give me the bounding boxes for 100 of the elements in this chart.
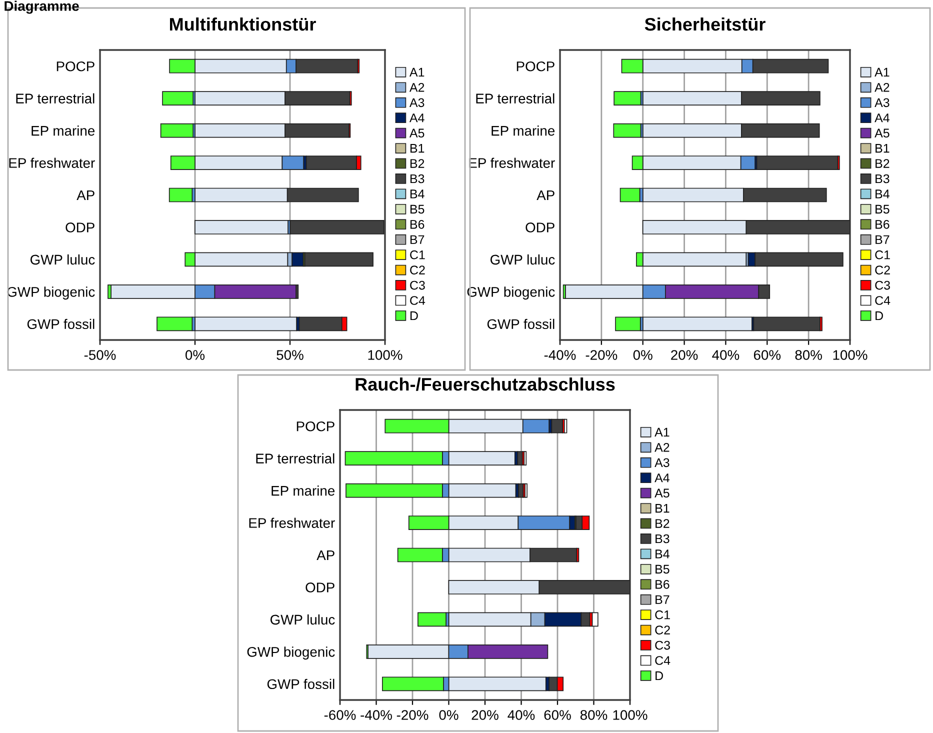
legend-label: C4 [410,296,426,305]
x-tick-label: 80% [580,710,608,720]
legend-label: B6 [656,580,670,589]
bar [517,451,523,466]
legend-label: B6 [410,220,424,229]
bar [448,676,546,692]
bar [168,188,193,202]
y-tick-label: GWP biogenic [467,286,555,300]
x-tick-label: -40% [360,710,392,720]
chart-title: Rauch-/Feuerschutzabschluss [356,377,615,391]
x-tick-label: 50% [276,350,304,360]
legend-label: A1 [654,428,670,437]
x-tick-label: 100% [833,350,868,360]
legend-label: A5 [409,128,424,138]
x-tick-label: 20% [671,350,698,360]
legend-label: D [656,671,663,680]
legend-label: B7 [410,235,424,244]
bar [194,316,298,332]
legend-label: B5 [876,204,890,214]
legend-label: C4 [875,296,890,305]
bar [160,123,194,138]
y-tick-label: GWP fossil [267,678,334,690]
x-tick-label: 100% [368,350,402,360]
legend-label: C4 [655,656,670,665]
legend-label: C1 [875,250,890,260]
y-tick-label: GWP fossil [487,318,554,330]
y-tick-label: GWP luluc [30,254,95,265]
legend-label: C2 [875,266,890,274]
bar [613,123,642,138]
legend-label: B5 [410,204,424,214]
y-tick-label: EP marine [32,126,95,136]
legend-label: A3 [654,458,670,468]
bar [592,612,598,627]
legend-label: A5 [874,128,890,138]
legend-label: B2 [656,519,670,528]
legend-label: A1 [409,68,424,77]
legend-label: A4 [409,114,424,122]
bar [753,316,820,332]
legend-label: C3 [655,640,670,650]
x-tick-label: 60% [544,710,571,720]
y-tick-label: GWP biogenic [7,286,95,300]
x-tick-label: -60% [324,710,356,720]
bar [642,316,752,332]
y-tick-label: ODP [66,222,94,232]
bar [551,418,563,434]
x-tick-label: 40% [508,710,535,720]
legend-label: B6 [876,220,890,229]
bar [564,418,568,434]
x-tick-label: -50% [84,350,116,360]
y-tick-label: POCP [296,421,334,432]
y-tick-label: GWP fossil [27,318,94,330]
legend-label: B4 [410,190,424,198]
chart-title: Multifunktionstür [170,17,316,31]
x-tick-label: 0% [439,710,458,720]
legend-label: C3 [410,280,425,290]
legend-label: B3 [876,174,890,184]
legend-label: A1 [874,68,890,77]
legend-label: A2 [874,83,890,92]
y-tick-label: EP terrestrial [16,93,94,104]
legend-label: B7 [656,595,670,604]
legend-label: C2 [410,266,425,274]
x-tick-label: -20% [396,710,428,720]
legend-label: C2 [655,626,670,634]
x-tick-label: 100% [613,710,648,720]
legend-label: B5 [656,564,670,574]
x-tick-label: 0% [633,350,652,360]
legend-label: B4 [876,190,890,198]
y-tick-label: POCP [56,61,94,72]
bar [156,316,193,332]
chart-title: Sicherheitstür [644,17,766,31]
bar [756,156,838,170]
legend-label: A4 [874,114,890,122]
legend-label: B4 [656,550,670,558]
x-tick-label: 80% [795,350,822,360]
legend-label: D [876,311,883,320]
y-tick-label: EP freshwater [249,518,335,528]
y-tick-label: EP terrestrial [256,453,334,464]
x-tick-label: 60% [754,350,781,360]
legend-label: A2 [654,443,670,452]
legend-label: B1 [410,144,424,153]
legend-label: A2 [409,83,424,92]
y-tick-label: AP [316,550,334,560]
y-tick-label: EP marine [492,126,555,136]
x-tick-label: 0% [186,350,205,360]
bar [615,316,641,332]
y-tick-label: ODP [526,222,554,232]
legend-label: B2 [410,159,424,168]
bar [620,188,640,202]
legend-label: D [410,311,418,320]
legend-label: C3 [875,280,890,290]
legend-label: A4 [654,474,670,482]
text: Diagramme [4,0,79,14]
y-tick-label: AP [536,190,554,200]
bar [162,91,194,106]
y-tick-label: GWP luluc [490,254,555,265]
legend-label: B1 [876,144,890,153]
y-tick-label: GWP luluc [270,614,335,625]
x-tick-label: -20% [586,350,618,360]
legend-label: B3 [656,534,670,544]
legend-label: A3 [874,98,890,108]
